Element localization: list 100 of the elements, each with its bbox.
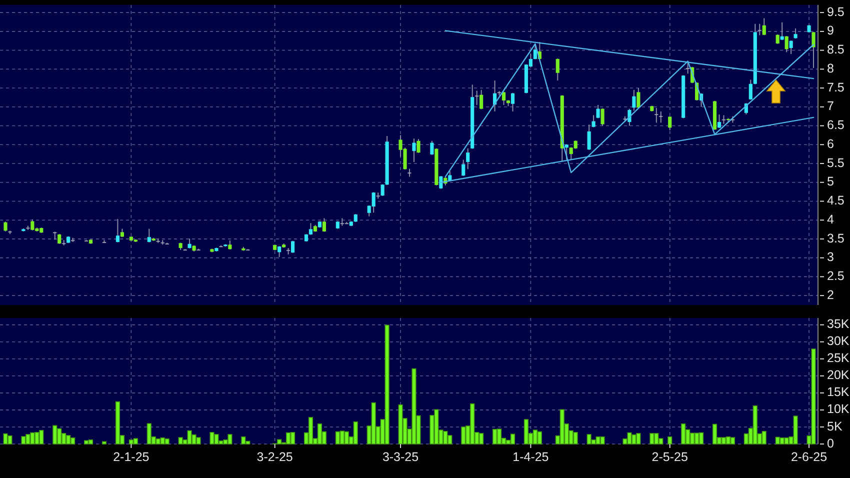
y-tick-label: 8: [827, 61, 834, 76]
candlestick: [430, 140, 434, 156]
candlestick: [654, 108, 658, 124]
candlestick: [686, 61, 690, 74]
candlestick: [659, 110, 663, 124]
candlestick: [784, 35, 788, 53]
candlestick: [502, 91, 506, 106]
bar: [317, 424, 322, 444]
x-tick-label: 3-3-25: [382, 450, 419, 464]
y-tick-label: 3.5: [827, 231, 844, 246]
candlestick: [466, 148, 470, 170]
candlestick: [278, 246, 282, 258]
y-tick-label: 2: [827, 288, 834, 302]
candlestick: [462, 159, 466, 176]
y-tick-label: 5.5: [827, 156, 844, 170]
candlestick: [762, 18, 766, 36]
candlestick: [748, 79, 752, 100]
bar: [308, 417, 314, 444]
bar: [600, 436, 605, 444]
bar: [496, 428, 502, 444]
y-tick-label: 15K: [827, 385, 850, 400]
candlestick: [722, 114, 726, 124]
bar: [762, 431, 766, 444]
bar: [384, 324, 390, 444]
candlestick: [556, 58, 560, 81]
candlestick: [147, 228, 151, 243]
y-tick-label: 0: [827, 436, 834, 450]
bar: [353, 421, 358, 444]
candlestick: [4, 221, 8, 232]
candlestick: [812, 31, 816, 69]
candlestick: [475, 90, 479, 106]
candlestick: [628, 108, 632, 126]
candlestick: [188, 238, 192, 249]
bar: [102, 441, 107, 444]
y-tick-label: 30K: [827, 334, 850, 348]
candlestick: [596, 104, 600, 119]
candlestick: [380, 184, 384, 196]
bar: [461, 426, 466, 444]
candlestick: [636, 88, 640, 109]
bar: [681, 424, 686, 444]
candlestick: [116, 218, 120, 243]
candlestick: [510, 92, 515, 112]
candlestick: [717, 114, 722, 129]
candlestick: [776, 34, 780, 44]
y-tick-label: 6: [827, 136, 834, 151]
candlestick: [308, 222, 313, 236]
bar: [84, 440, 89, 444]
y-tick-label: 5: [827, 174, 834, 189]
candlestick: [533, 43, 537, 60]
bar: [88, 440, 94, 444]
candlestick: [290, 240, 295, 254]
candlestick: [480, 89, 484, 110]
bar: [721, 437, 726, 444]
x-tick-label: 2-5-25: [652, 450, 688, 464]
candlestick: [322, 218, 326, 232]
candlestick: [564, 144, 568, 160]
bar: [712, 424, 718, 444]
candlestick: [416, 138, 420, 154]
y-tick-label: 10K: [827, 402, 850, 416]
bar: [726, 436, 731, 444]
bar: [510, 434, 516, 444]
bar: [492, 428, 498, 444]
y-tick-label: 4: [827, 212, 834, 226]
bar: [730, 437, 735, 444]
bar: [21, 436, 26, 444]
candlestick: [372, 192, 376, 214]
y-tick-label: 6.5: [827, 118, 844, 132]
candlestick: [794, 28, 798, 40]
bar: [668, 436, 672, 444]
bar: [52, 425, 58, 444]
y-tick-label: 35K: [827, 317, 850, 332]
candlestick: [439, 175, 443, 190]
bar: [164, 438, 170, 444]
candlestick: [228, 240, 232, 250]
x-tick-label: 2-1-25: [113, 450, 150, 464]
candlestick: [592, 114, 596, 128]
bar: [573, 432, 578, 444]
y-tick-label: 4.5: [827, 194, 844, 208]
x-tick-label: 1-4-25: [512, 450, 549, 464]
y-tick-label: 5K: [827, 419, 843, 434]
y-tick-label: 2.5: [827, 268, 844, 283]
candlestick: [789, 40, 793, 55]
candlestick: [600, 108, 604, 126]
y-tick-label: 20K: [827, 368, 850, 382]
candlestick: [58, 234, 62, 244]
bar: [537, 431, 542, 444]
candlestick: [30, 218, 34, 231]
candlestick: [668, 116, 672, 131]
y-tick-label: 3: [827, 250, 834, 264]
bar: [241, 436, 246, 444]
candlestick: [587, 124, 591, 150]
candlestick: [412, 138, 416, 162]
x-tick-label: 3-2-25: [256, 450, 293, 464]
bar: [650, 433, 654, 444]
y-tick-label: 9.5: [827, 4, 844, 19]
candlestick: [758, 23, 762, 36]
x-tick-label: 2-6-25: [790, 450, 828, 464]
y-tick-label: 8.5: [827, 42, 844, 57]
y-tick-label: 9: [827, 24, 834, 38]
y-tick-label: 7.5: [827, 80, 844, 94]
